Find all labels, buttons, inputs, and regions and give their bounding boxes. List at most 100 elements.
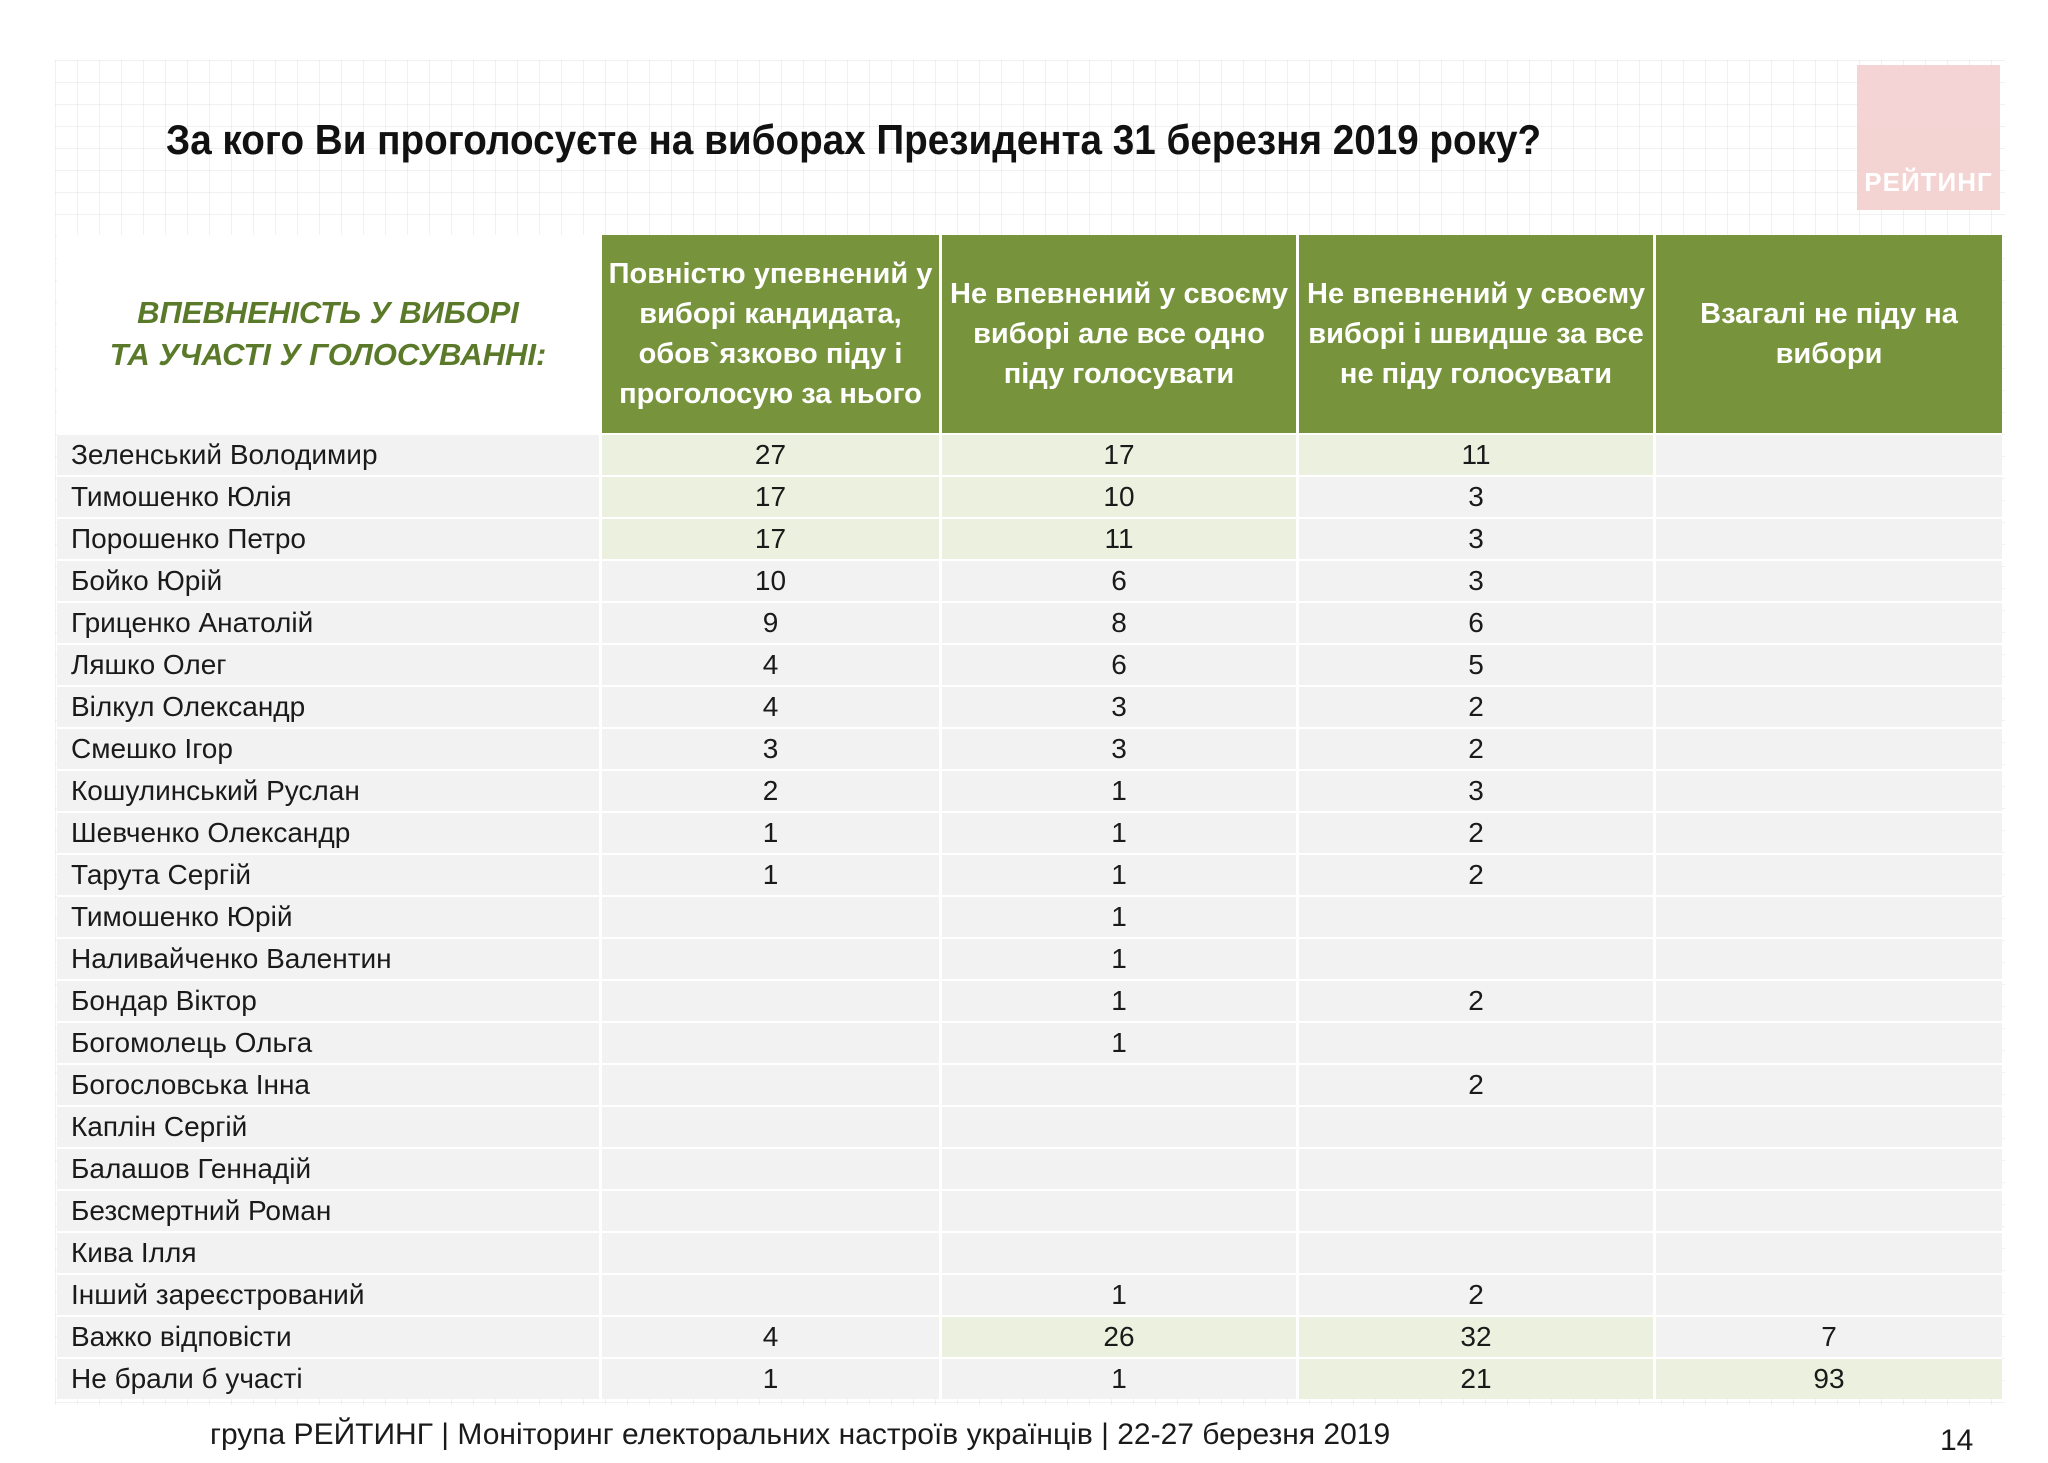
logo-text: РЕЙТИНГ	[1864, 167, 1993, 197]
value-cell: 3	[599, 727, 939, 769]
candidate-name: Не брали б участі	[57, 1357, 599, 1399]
row-header-label-line1: ВПЕВНЕНІСТЬ У ВИБОРІ	[137, 295, 519, 330]
candidate-name: Інший зареєстрований	[57, 1273, 599, 1315]
table-body: Зеленський Володимир 27 17 11 Тимошенко Юлія…	[57, 433, 2002, 1399]
value-cell: 4	[599, 685, 939, 727]
candidate-name: Каплін Сергій	[57, 1105, 599, 1147]
value-cell	[939, 1231, 1296, 1273]
value-cell	[1653, 979, 2002, 1021]
value-cell: 3	[1296, 769, 1653, 811]
value-cell: 7	[1653, 1315, 2002, 1357]
column-header-wont-vote: Взагалі не піду на вибори	[1653, 235, 2002, 433]
value-cell	[1653, 937, 2002, 979]
value-cell: 1	[939, 1273, 1296, 1315]
table-row: Тимошенко Юрій 1	[57, 895, 2002, 937]
value-cell: 32	[1296, 1315, 1653, 1357]
value-cell: 2	[1296, 1063, 1653, 1105]
value-cell	[1653, 559, 2002, 601]
value-cell	[599, 1105, 939, 1147]
table-row: Безсмертний Роман	[57, 1189, 2002, 1231]
value-cell	[1296, 1189, 1653, 1231]
value-cell: 3	[1296, 475, 1653, 517]
value-cell: 1	[939, 769, 1296, 811]
value-cell: 2	[1296, 727, 1653, 769]
value-cell	[1653, 727, 2002, 769]
value-cell: 1	[939, 1021, 1296, 1063]
value-cell: 26	[939, 1315, 1296, 1357]
value-cell	[1653, 685, 2002, 727]
value-cell	[1653, 769, 2002, 811]
table-row: Важко відповісти 4 26 32 7	[57, 1315, 2002, 1357]
table-row: Наливайченко Валентин 1	[57, 937, 2002, 979]
table-row: Каплін Сергій	[57, 1105, 2002, 1147]
table-row: Богословська Інна 2	[57, 1063, 2002, 1105]
header-row: ВПЕВНЕНІСТЬ У ВИБОРІ ТА УЧАСТІ У ГОЛОСУВ…	[57, 235, 2002, 433]
table-row: Балашов Геннадій	[57, 1147, 2002, 1189]
value-cell: 1	[599, 811, 939, 853]
value-cell: 93	[1653, 1357, 2002, 1399]
value-cell: 1	[599, 1357, 939, 1399]
row-header-label: ВПЕВНЕНІСТЬ У ВИБОРІ ТА УЧАСТІ У ГОЛОСУВ…	[57, 235, 599, 433]
rating-logo: РЕЙТИНГ	[1857, 65, 2000, 210]
table-row: Зеленський Володимир 27 17 11	[57, 433, 2002, 475]
column-header-unsure-will-vote: Не впевнений у своєму виборі але все одн…	[939, 235, 1296, 433]
value-cell: 2	[1296, 685, 1653, 727]
value-cell: 2	[1296, 811, 1653, 853]
candidate-name: Богословська Інна	[57, 1063, 599, 1105]
value-cell: 10	[939, 475, 1296, 517]
value-cell: 3	[1296, 517, 1653, 559]
value-cell	[1653, 1063, 2002, 1105]
value-cell	[939, 1105, 1296, 1147]
candidate-name: Кива Ілля	[57, 1231, 599, 1273]
value-cell: 3	[939, 685, 1296, 727]
value-cell: 2	[599, 769, 939, 811]
value-cell: 4	[599, 643, 939, 685]
value-cell: 2	[1296, 1273, 1653, 1315]
table-row: Вілкул Олександр 4 3 2	[57, 685, 2002, 727]
candidate-name: Порошенко Петро	[57, 517, 599, 559]
row-header-label-line2: ТА УЧАСТІ У ГОЛОСУВАННІ:	[109, 337, 547, 372]
value-cell	[1653, 853, 2002, 895]
table-row: Богомолець Ольга 1	[57, 1021, 2002, 1063]
value-cell	[1653, 1189, 2002, 1231]
value-cell	[1653, 1105, 2002, 1147]
candidate-name: Тимошенко Юрій	[57, 895, 599, 937]
table-row: Тимошенко Юлія 17 10 3	[57, 475, 2002, 517]
value-cell: 1	[939, 853, 1296, 895]
value-cell	[599, 937, 939, 979]
slide-title: За кого Ви проголосуєте на виборах Прези…	[166, 116, 1542, 163]
value-cell	[599, 895, 939, 937]
value-cell	[599, 1021, 939, 1063]
value-cell: 1	[939, 895, 1296, 937]
value-cell	[1653, 517, 2002, 559]
value-cell	[939, 1189, 1296, 1231]
candidate-name: Бондар Віктор	[57, 979, 599, 1021]
candidate-name: Наливайченко Валентин	[57, 937, 599, 979]
value-cell: 11	[1296, 433, 1653, 475]
value-cell: 4	[599, 1315, 939, 1357]
value-cell: 1	[939, 811, 1296, 853]
value-cell: 2	[1296, 853, 1653, 895]
table-row: Шевченко Олександр 1 1 2	[57, 811, 2002, 853]
value-cell	[1653, 1231, 2002, 1273]
value-cell	[599, 979, 939, 1021]
value-cell	[1296, 1021, 1653, 1063]
value-cell	[1296, 1147, 1653, 1189]
table-row: Не брали б участі 1 1 21 93	[57, 1357, 2002, 1399]
value-cell: 17	[939, 433, 1296, 475]
candidate-name: Бойко Юрій	[57, 559, 599, 601]
value-cell	[1296, 937, 1653, 979]
table-row: Кошулинський Руслан 2 1 3	[57, 769, 2002, 811]
results-table: ВПЕВНЕНІСТЬ У ВИБОРІ ТА УЧАСТІ У ГОЛОСУВ…	[57, 235, 2002, 1399]
candidate-name: Шевченко Олександр	[57, 811, 599, 853]
table-row: Кива Ілля	[57, 1231, 2002, 1273]
value-cell: 1	[939, 979, 1296, 1021]
table-row: Гриценко Анатолій 9 8 6	[57, 601, 2002, 643]
value-cell	[1296, 895, 1653, 937]
value-cell	[1653, 1147, 2002, 1189]
value-cell: 11	[939, 517, 1296, 559]
value-cell: 1	[939, 937, 1296, 979]
table-row: Бондар Віктор 1 2	[57, 979, 2002, 1021]
value-cell: 17	[599, 475, 939, 517]
value-cell: 1	[939, 1357, 1296, 1399]
